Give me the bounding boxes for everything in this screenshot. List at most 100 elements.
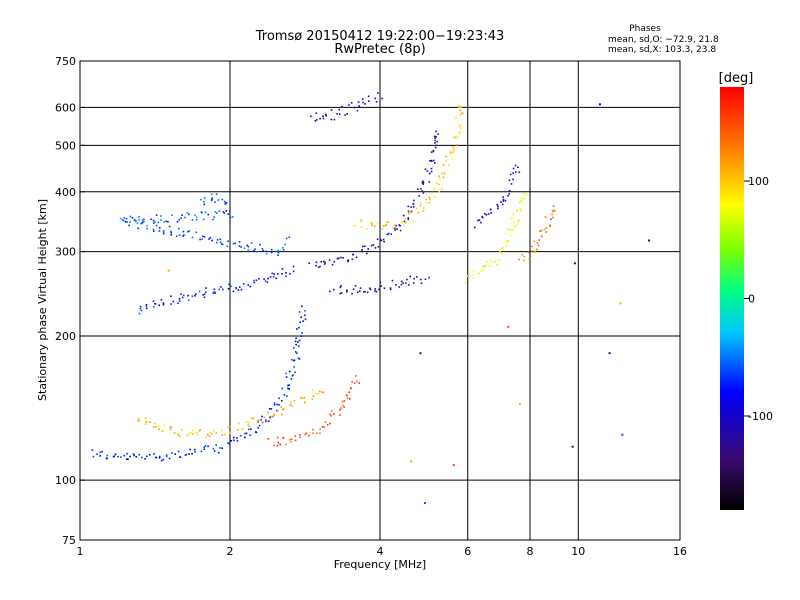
data-point — [523, 192, 525, 194]
data-point — [495, 260, 497, 263]
y-tick-label: 750 — [55, 55, 76, 68]
data-point — [310, 115, 312, 118]
x-axis-label: Frequency [MHz] — [334, 558, 426, 571]
data-point — [407, 217, 410, 219]
data-point — [432, 150, 435, 153]
data-point — [188, 230, 191, 232]
data-point — [346, 289, 348, 291]
data-point — [498, 259, 501, 261]
data-point — [320, 261, 323, 263]
data-point — [220, 243, 223, 245]
data-point — [493, 260, 495, 263]
data-point — [162, 231, 165, 233]
data-point — [349, 398, 351, 400]
data-point — [155, 224, 158, 227]
data-point — [285, 237, 288, 240]
data-point — [233, 439, 235, 442]
data-point — [245, 432, 248, 435]
data-point — [188, 453, 190, 455]
data-point — [458, 105, 460, 107]
data-point — [449, 154, 451, 157]
data-point — [411, 219, 414, 222]
y-tick-label: 500 — [55, 139, 76, 152]
data-point — [247, 428, 250, 431]
grid-lines — [80, 61, 680, 540]
data-point — [290, 401, 292, 403]
data-point — [278, 397, 280, 400]
data-point — [113, 455, 115, 458]
data-point — [407, 210, 410, 213]
data-point — [290, 438, 293, 440]
data-point — [203, 296, 206, 299]
data-point — [403, 220, 406, 223]
data-point — [361, 250, 363, 253]
data-point — [391, 227, 394, 229]
data-point — [318, 390, 321, 393]
data-point — [391, 279, 394, 282]
data-point — [99, 451, 102, 454]
data-point — [154, 426, 157, 428]
data-point — [374, 288, 376, 290]
data-point — [504, 199, 507, 202]
data-point — [425, 198, 427, 201]
data-point — [423, 502, 426, 505]
data-point — [347, 259, 350, 261]
data-point — [170, 234, 173, 236]
data-point — [319, 428, 321, 430]
data-point — [232, 290, 235, 293]
data-point — [225, 202, 228, 204]
data-point — [128, 224, 130, 227]
data-point — [146, 455, 148, 458]
data-point — [428, 181, 431, 183]
data-point — [167, 269, 170, 272]
data-point — [459, 106, 462, 108]
data-point — [272, 275, 275, 278]
data-point — [356, 291, 359, 294]
data-point — [342, 257, 344, 259]
data-point — [146, 227, 148, 230]
data-point — [424, 278, 427, 281]
data-point — [255, 431, 257, 433]
data-point — [269, 416, 271, 418]
data-point — [377, 92, 379, 94]
data-point — [487, 213, 490, 215]
data-point — [280, 406, 283, 408]
data-point — [379, 238, 382, 240]
data-point — [340, 407, 342, 409]
data-point — [290, 358, 293, 361]
data-point — [419, 204, 422, 207]
data-point — [119, 217, 122, 220]
data-point — [399, 225, 401, 227]
data-point — [521, 197, 523, 199]
data-point — [158, 428, 160, 431]
data-point — [238, 241, 241, 243]
data-point — [502, 198, 505, 201]
data-point — [294, 351, 297, 353]
data-point — [461, 112, 463, 115]
colorbar-tick-label: -100 — [748, 410, 773, 423]
data-point — [518, 402, 521, 405]
data-point — [203, 201, 205, 203]
data-point — [340, 292, 343, 294]
data-point — [545, 227, 548, 229]
data-point — [538, 239, 541, 241]
data-point — [377, 246, 380, 248]
data-point — [527, 251, 530, 253]
data-point — [123, 219, 125, 222]
data-point — [459, 109, 462, 112]
x-tick-label: 8 — [527, 545, 534, 558]
data-point — [220, 286, 222, 288]
data-point — [213, 291, 216, 293]
data-point — [235, 287, 238, 290]
data-point — [402, 221, 405, 223]
data-point — [356, 380, 358, 383]
data-point — [251, 417, 253, 419]
data-point — [329, 290, 331, 293]
data-point — [507, 325, 510, 328]
data-point — [238, 422, 240, 425]
phases-o-line: mean, sd,O: −72.9, 21.8 — [608, 35, 719, 45]
data-point — [195, 216, 198, 219]
data-point — [504, 232, 507, 235]
data-point — [485, 214, 488, 216]
data-point — [519, 207, 521, 210]
